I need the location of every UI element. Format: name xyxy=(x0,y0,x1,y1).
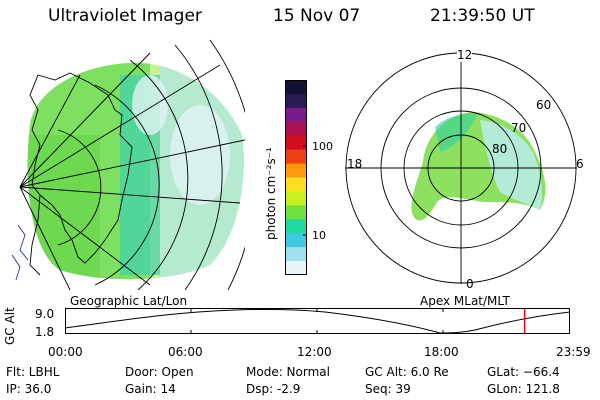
colorbar-segment xyxy=(285,80,307,95)
info-seq: Seq: 39 xyxy=(365,382,411,396)
colorbar-segment xyxy=(285,163,307,178)
date-label: 15 Nov 07 xyxy=(273,6,361,26)
info-ip: IP: 36.0 xyxy=(6,382,52,396)
colorbar-segment xyxy=(285,177,307,192)
polar-plot xyxy=(345,52,577,284)
timeline-ymax: 9.0 xyxy=(35,307,55,321)
colorbar-tick-10: 10 xyxy=(312,229,326,242)
mlt-label-12: 12 xyxy=(457,48,473,62)
altitude-curve xyxy=(65,308,571,334)
info-door: Door: Open xyxy=(125,365,194,379)
timeline-ylabel: GC Alt xyxy=(3,307,17,345)
colorbar xyxy=(285,80,307,275)
colorbar-segment xyxy=(285,93,307,109)
timeline-xtick-0600: 06:00 xyxy=(168,345,203,359)
timeline-ymin: 1.8 xyxy=(35,325,55,339)
instrument-title: Ultraviolet Imager xyxy=(48,6,202,26)
info-dsp: Dsp: -2.9 xyxy=(246,382,301,396)
colorbar-segment xyxy=(285,149,307,165)
geographic-map xyxy=(11,39,245,290)
info-gain: Gain: 14 xyxy=(125,382,176,396)
colorbar-segment xyxy=(285,261,307,275)
info-gc-alt: GC Alt: 6.0 Re xyxy=(365,365,449,379)
mlt-label-18: 18 xyxy=(347,157,363,171)
lat-label-80: 80 xyxy=(492,142,508,156)
colorbar-unit-label: photon cm⁻²s⁻¹ xyxy=(264,147,278,240)
orbit-altitude-timeline xyxy=(65,308,571,334)
timeline-xtick-2359: 23:59 xyxy=(556,345,591,359)
info-glat: GLat: −66.4 xyxy=(487,365,560,379)
time-label: 21:39:50 UT xyxy=(430,6,535,26)
timeline-xtick-0000: 00:00 xyxy=(48,345,83,359)
polar-map-label: Apex MLat/MLT xyxy=(420,294,510,308)
mlt-label-0: 0 xyxy=(466,277,474,291)
colorbar-segment xyxy=(285,107,307,123)
colorbar-segment xyxy=(285,205,307,220)
colorbar-segment xyxy=(285,219,307,234)
colorbar-segment xyxy=(285,191,307,206)
timeline-xtick-1200: 12:00 xyxy=(297,345,332,359)
lat-label-70: 70 xyxy=(511,121,527,135)
info-mode: Mode: Normal xyxy=(246,365,330,379)
info-glon: GLon: 121.8 xyxy=(487,382,560,396)
colorbar-segment xyxy=(285,135,307,151)
timeline-xtick-1800: 18:00 xyxy=(424,345,459,359)
colorbar-segment xyxy=(285,247,307,262)
colorbar-tick-100: 100 xyxy=(312,140,333,153)
mlt-label-6: 6 xyxy=(576,157,584,171)
colorbar-segment xyxy=(285,233,307,248)
colorbar-border xyxy=(285,80,307,275)
geographic-map-label: Geographic Lat/Lon xyxy=(70,294,188,308)
lat-label-60: 60 xyxy=(536,98,552,112)
colorbar-segment xyxy=(285,121,307,137)
info-filter: Flt: LBHL xyxy=(6,365,60,379)
